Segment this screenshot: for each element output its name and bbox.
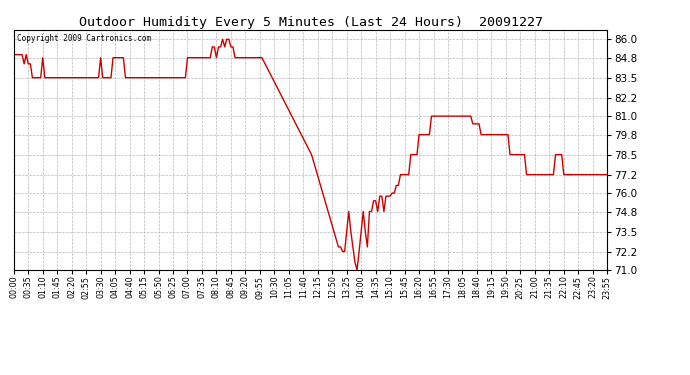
Text: Copyright 2009 Cartronics.com: Copyright 2009 Cartronics.com [17, 34, 151, 43]
Title: Outdoor Humidity Every 5 Minutes (Last 24 Hours)  20091227: Outdoor Humidity Every 5 Minutes (Last 2… [79, 16, 542, 29]
